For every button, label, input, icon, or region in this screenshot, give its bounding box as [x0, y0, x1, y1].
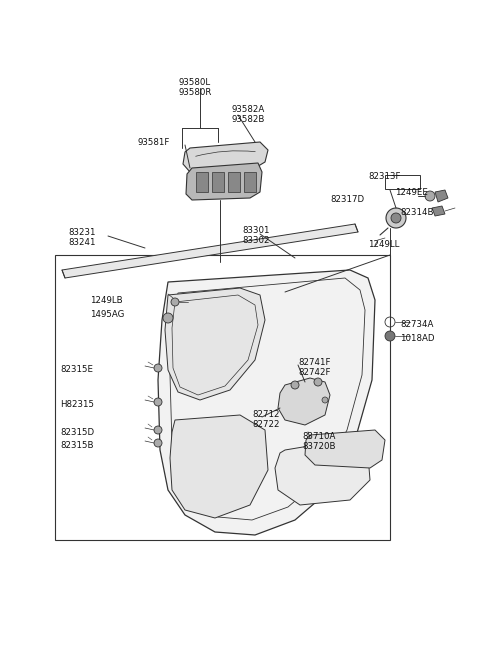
Text: 82315B: 82315B	[60, 441, 94, 450]
Polygon shape	[183, 142, 268, 172]
Polygon shape	[158, 270, 375, 535]
Bar	[55, 255, 390, 540]
Circle shape	[425, 191, 435, 201]
Polygon shape	[275, 440, 370, 505]
Bar	[212, 172, 224, 192]
Text: 82317D: 82317D	[330, 195, 364, 204]
Text: 82313F: 82313F	[368, 172, 400, 181]
Text: 1249LB: 1249LB	[90, 296, 122, 305]
Bar	[196, 172, 208, 192]
Text: 93581F: 93581F	[138, 138, 170, 147]
Text: 1249LL: 1249LL	[368, 240, 399, 249]
Text: 93582A
93582B: 93582A 93582B	[232, 105, 265, 124]
Text: 1018AD: 1018AD	[400, 334, 434, 343]
Polygon shape	[278, 378, 330, 425]
Polygon shape	[170, 415, 268, 518]
Polygon shape	[432, 206, 445, 216]
Text: 83231
83241: 83231 83241	[68, 228, 96, 248]
Circle shape	[154, 439, 162, 447]
Circle shape	[163, 313, 173, 323]
Text: 1249EE: 1249EE	[395, 188, 428, 197]
Polygon shape	[186, 163, 262, 200]
Polygon shape	[435, 190, 448, 202]
Circle shape	[314, 378, 322, 386]
Text: 82315D: 82315D	[60, 428, 94, 437]
Text: 82315E: 82315E	[60, 365, 93, 374]
Bar	[228, 172, 240, 192]
Text: 93580L
93580R: 93580L 93580R	[178, 78, 212, 98]
Circle shape	[391, 213, 401, 223]
Text: 1495AG: 1495AG	[90, 310, 124, 319]
Circle shape	[171, 298, 179, 306]
Text: 82734A: 82734A	[400, 320, 433, 329]
Bar	[244, 172, 256, 192]
Circle shape	[291, 381, 299, 389]
Text: 82712
82722: 82712 82722	[252, 410, 279, 430]
Text: 83301
83302: 83301 83302	[242, 226, 269, 246]
Circle shape	[385, 331, 395, 341]
Text: 82741F
82742F: 82741F 82742F	[298, 358, 331, 377]
Circle shape	[154, 364, 162, 372]
Circle shape	[154, 426, 162, 434]
Polygon shape	[62, 224, 358, 278]
Text: 83710A
83720B: 83710A 83720B	[302, 432, 336, 451]
Polygon shape	[165, 288, 265, 400]
Text: H82315: H82315	[60, 400, 94, 409]
Text: 82314B: 82314B	[400, 208, 433, 217]
Polygon shape	[305, 430, 385, 468]
Circle shape	[154, 398, 162, 406]
Circle shape	[322, 397, 328, 403]
Circle shape	[386, 208, 406, 228]
Bar	[385, 175, 420, 189]
